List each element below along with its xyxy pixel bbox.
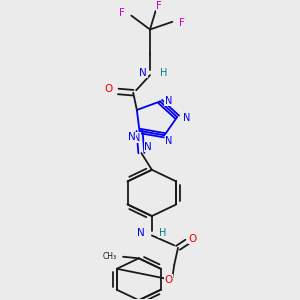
Text: H: H: [159, 228, 166, 238]
Text: H: H: [160, 68, 168, 78]
Text: F: F: [179, 18, 185, 28]
Text: N: N: [137, 228, 145, 238]
Text: N: N: [140, 68, 147, 78]
Text: F: F: [119, 8, 125, 17]
Text: F: F: [156, 2, 162, 11]
Text: CH₃: CH₃: [102, 252, 116, 261]
Text: N: N: [128, 132, 136, 142]
Text: N: N: [144, 142, 152, 152]
Text: O: O: [189, 234, 197, 244]
Text: N: N: [183, 113, 190, 123]
Text: N: N: [133, 133, 140, 143]
Text: N: N: [165, 136, 172, 146]
Text: N: N: [165, 95, 172, 106]
Text: O: O: [105, 84, 113, 94]
Text: O: O: [164, 274, 173, 285]
